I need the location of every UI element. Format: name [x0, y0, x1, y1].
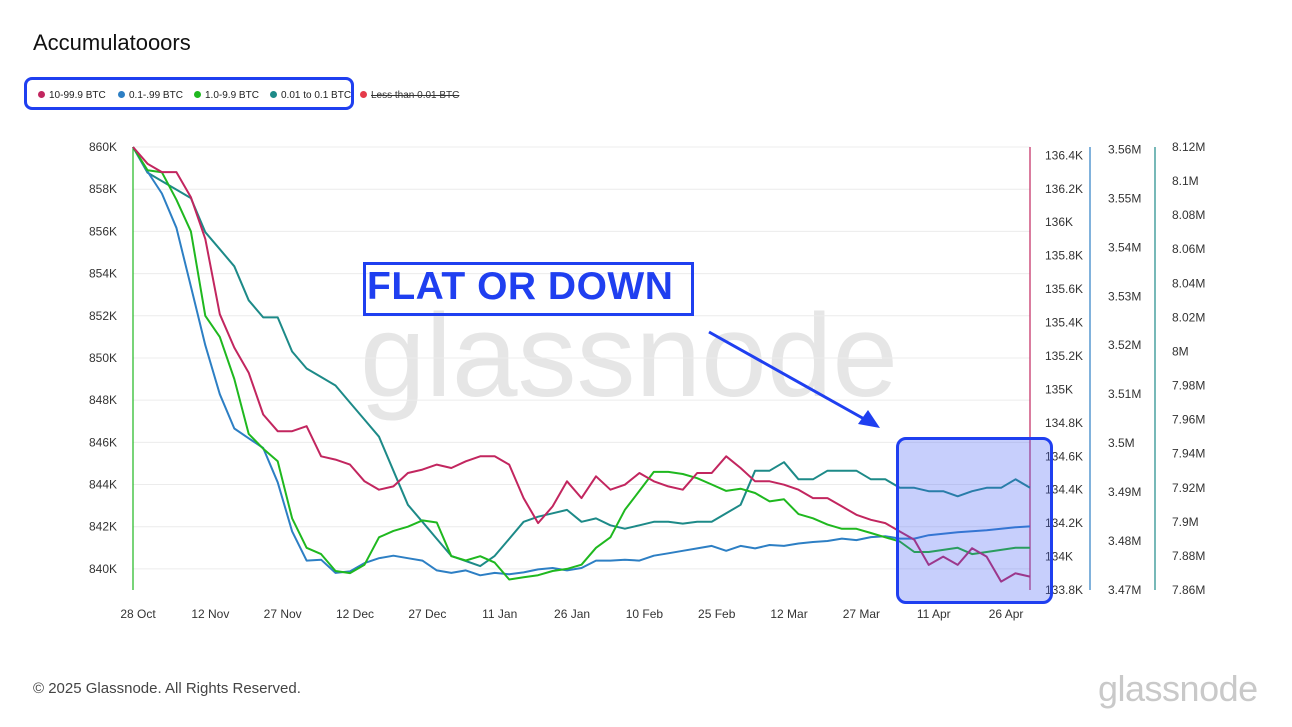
legend-item-1-9-btc[interactable]: 1.0-9.9 BTC: [194, 90, 259, 101]
callout-box: [363, 262, 694, 316]
right2-axis-tick-label: 3.52M: [1108, 338, 1141, 352]
legend-highlight-box: [24, 77, 354, 110]
brand-logo: glassnode: [1098, 668, 1258, 709]
right3-axis-tick-label: 7.92M: [1172, 481, 1205, 495]
x-axis-tick-label: 27 Dec: [408, 607, 446, 621]
arrow-shaft: [708, 330, 867, 422]
right1-axis-tick-label: 135K: [1045, 382, 1073, 396]
x-axis-tick-label: 12 Nov: [191, 607, 229, 621]
right1-axis-tick-label: 135.4K: [1045, 316, 1083, 330]
right3-axis-tick-label: 8.04M: [1172, 276, 1205, 290]
arrow-head-icon: [858, 410, 880, 428]
x-axis-tick-label: 12 Dec: [336, 607, 374, 621]
right1-axis-tick-label: 134.4K: [1045, 483, 1083, 497]
left-axis-tick-label: 854K: [89, 267, 117, 281]
legend-label: 0.1-.99 BTC: [129, 90, 183, 101]
right1-axis-tick-label: 136.4K: [1045, 148, 1083, 162]
right3-axis-tick-label: 7.98M: [1172, 379, 1205, 393]
right2-axis-tick-label: 3.51M: [1108, 387, 1141, 401]
callout-text: FLAT OR DOWN: [367, 265, 674, 308]
legend-item-0-01-btc[interactable]: 0.01 to 0.1 BTC: [270, 90, 351, 101]
left-axis-tick-label: 852K: [89, 309, 117, 323]
series-line-10-99-9-btc: [132, 146, 1031, 583]
right1-axis-tick-label: 133.8K: [1045, 583, 1083, 597]
legend-dot-icon: [360, 90, 367, 98]
legend-label: 10-99.9 BTC: [49, 90, 106, 101]
right3-axis-tick-label: 8.02M: [1172, 310, 1205, 324]
legend-label: 1.0-9.9 BTC: [205, 90, 259, 101]
right3-axis-tick-label: 7.86M: [1172, 583, 1205, 597]
right2-axis-tick-label: 3.5M: [1108, 436, 1135, 450]
gridlines: [133, 146, 1030, 570]
right2-axis-tick-label: 3.53M: [1108, 289, 1141, 303]
right1-axis-tick-label: 135.8K: [1045, 249, 1083, 263]
left-axis-tick-label: 858K: [89, 182, 117, 196]
x-axis-tick-label: 28 Oct: [120, 607, 156, 621]
right1-axis-tick-label: 134.8K: [1045, 416, 1083, 430]
legend-label: Less than 0.01 BTC: [371, 90, 460, 101]
right2-axis-tick-label: 3.49M: [1108, 485, 1141, 499]
x-axis-tick-label: 27 Mar: [843, 607, 880, 621]
left-axis-tick-label: 846K: [89, 435, 117, 449]
right3-axis-tick-label: 7.9M: [1172, 515, 1199, 529]
right1-axis-tick-label: 135.6K: [1045, 282, 1083, 296]
x-axis-tick-label: 25 Feb: [698, 607, 736, 621]
legend-item-less-than-0-01-btc[interactable]: Less than 0.01 BTC: [360, 90, 459, 101]
x-axis-tick-label: 12 Mar: [770, 607, 807, 621]
legend-item-10-99-btc[interactable]: 10-99.9 BTC: [38, 90, 106, 101]
legend-dot-icon: [270, 90, 277, 98]
annotation-arrow: [708, 330, 880, 428]
legend-item-0-1-btc[interactable]: 0.1-.99 BTC: [118, 90, 183, 101]
right3-axis-tick-label: 7.88M: [1172, 549, 1205, 563]
right3-axis-tick-label: 7.94M: [1172, 447, 1205, 461]
right2-axis-tick-label: 3.55M: [1108, 191, 1141, 205]
chart-title: Accumulatooors: [33, 30, 191, 55]
right1-axis-tick-label: 136.2K: [1045, 182, 1083, 196]
legend-dot-icon: [118, 90, 125, 98]
right2-axis-tick-label: 3.56M: [1108, 142, 1141, 156]
right3-axis-tick-label: 8.12M: [1172, 140, 1205, 154]
series-line-1-0-9-9-btc: [132, 146, 1030, 581]
left-axis-tick-label: 840K: [89, 562, 117, 576]
left-axis-tick-label: 860K: [89, 140, 117, 154]
x-axis-tick-label: 27 Nov: [264, 607, 302, 621]
legend-dot-icon: [194, 90, 201, 98]
right3-axis-tick-label: 8M: [1172, 344, 1189, 358]
x-axis-tick-label: 26 Apr: [989, 607, 1024, 621]
legend-dot-icon: [38, 90, 45, 98]
legend-label: 0.01 to 0.1 BTC: [281, 90, 352, 101]
right3-axis-tick-label: 8.1M: [1172, 174, 1199, 188]
right1-axis-tick-label: 135.2K: [1045, 349, 1083, 363]
left-axis-tick-label: 850K: [89, 351, 117, 365]
x-axis-tick-label: 11 Apr: [917, 607, 951, 621]
right3-axis-tick-label: 8.08M: [1172, 208, 1205, 222]
right2-axis-tick-label: 3.47M: [1108, 583, 1141, 597]
left-axis-tick-label: 856K: [89, 224, 117, 238]
right2-axis-tick-label: 3.54M: [1108, 240, 1141, 254]
x-axis-tick-label: 26 Jan: [554, 607, 590, 621]
x-axis-tick-label: 11 Jan: [482, 607, 517, 621]
right1-axis-tick-label: 134.2K: [1045, 516, 1083, 530]
right3-axis-tick-label: 7.96M: [1172, 413, 1205, 427]
right1-axis-tick-label: 134.6K: [1045, 449, 1083, 463]
highlight-region: [896, 437, 1053, 604]
x-axis-tick-label: 10 Feb: [626, 607, 664, 621]
left-axis-tick-label: 842K: [89, 520, 117, 534]
right2-axis-tick-label: 3.48M: [1108, 534, 1141, 548]
series-lines: [132, 146, 1031, 583]
copyright: © 2025 Glassnode. All Rights Reserved.: [33, 680, 301, 697]
left-axis-tick-label: 844K: [89, 478, 117, 492]
series-line-0-01-to-0-1-btc: [132, 146, 1031, 568]
right3-axis-tick-label: 8.06M: [1172, 242, 1205, 256]
left-axis-tick-label: 848K: [89, 393, 117, 407]
axes: 860K 858K 856K 854K 852K 850K 848K 846K 844K 842K…: [89, 140, 1205, 621]
right1-axis-tick-label: 136K: [1045, 215, 1073, 229]
